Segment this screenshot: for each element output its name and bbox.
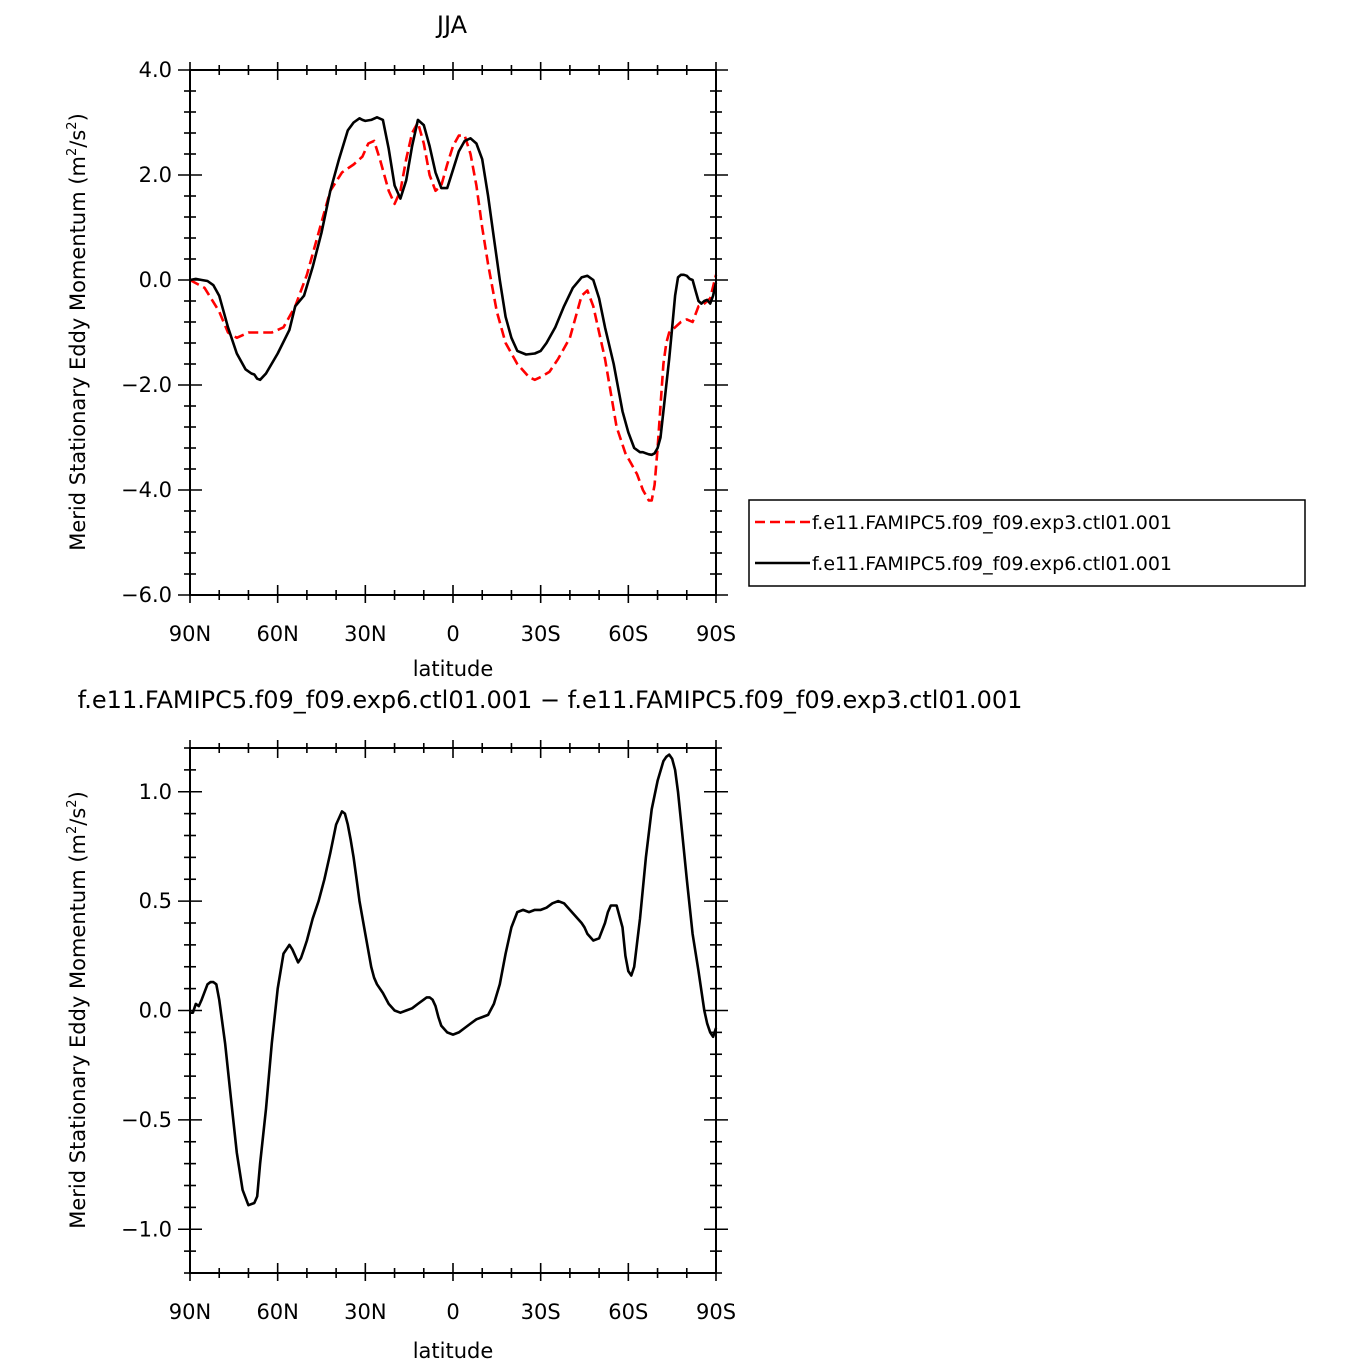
bottom-ytick-label: 1.0: [139, 780, 172, 804]
top-series-line-0: [189, 121, 718, 502]
top-ytick-label: −4.0: [121, 478, 172, 502]
top-xtick-label: 0: [446, 622, 459, 646]
top-chart-frame: [189, 69, 717, 596]
top-ytick-label: 4.0: [139, 58, 172, 82]
bottom-xtick-label: 90S: [696, 1300, 736, 1324]
top-chart-xlabel: latitude: [413, 657, 494, 681]
top-ytick-label: −6.0: [121, 583, 172, 607]
bottom-chart-frame: [189, 747, 717, 1274]
bottom-xtick-label: 60S: [608, 1300, 648, 1324]
top-chart-panel: JJA 90N 60N 30N 0 30S 60S 90S −6.0 −4.0 −2.0 0.0 2.…: [65, 11, 1306, 681]
bottom-ytick-label: −1.0: [121, 1217, 172, 1241]
bottom-chart-ylabel: Merid Stationary Eddy Momentum (m2/s2): [65, 791, 90, 1229]
top-chart-title: JJA: [435, 11, 468, 39]
bottom-series-line-0: [190, 753, 718, 1207]
top-xtick-label: 90S: [696, 622, 736, 646]
bottom-chart-panel: f.e11.FAMIPC5.f09_f09.exp6.ctl01.001 − f…: [65, 686, 1022, 1363]
top-xtick-label: 30N: [344, 622, 386, 646]
legend-box: [748, 499, 1306, 587]
top-xtick-label: 60N: [256, 622, 298, 646]
top-ytick-label: −2.0: [121, 373, 172, 397]
bottom-xtick-label: 30N: [344, 1300, 386, 1324]
top-series-line-1: [189, 116, 718, 457]
bottom-chart-title: f.e11.FAMIPC5.f09_f09.exp6.ctl01.001 − f…: [78, 686, 1023, 714]
top-xtick-label: 30S: [521, 622, 561, 646]
bottom-chart-xlabel: latitude: [413, 1339, 494, 1363]
bottom-ytick-label: 0.5: [139, 889, 172, 913]
legend-label-exp3: f.e11.FAMIPC5.f09_f09.exp3.ctl01.001: [812, 512, 1172, 534]
bottom-xtick-label: 30S: [521, 1300, 561, 1324]
bottom-ytick-label: 0.0: [139, 999, 172, 1023]
top-xtick-label: 60S: [608, 622, 648, 646]
top-ytick-label: 2.0: [139, 163, 172, 187]
bottom-ytick-label: −0.5: [121, 1108, 172, 1132]
bottom-xtick-label: 60N: [256, 1300, 298, 1324]
top-chart-ylabel: Merid Stationary Eddy Momentum (m2/s2): [65, 113, 90, 551]
top-chart-legend: f.e11.FAMIPC5.f09_f09.exp3.ctl01.001 f.e…: [748, 499, 1306, 587]
bottom-chart-series: [190, 753, 718, 1207]
bottom-xtick-label: 90N: [169, 1300, 211, 1324]
bottom-chart-ticks: 90N 60N 30N 0 30S 60S 90S −1.0 −0.5 0.0 0.5 1.0: [121, 740, 736, 1324]
legend-label-exp6: f.e11.FAMIPC5.f09_f09.exp6.ctl01.001: [812, 553, 1172, 575]
top-chart-series: [189, 116, 718, 502]
top-ytick-label: 0.0: [139, 268, 172, 292]
bottom-xtick-label: 0: [446, 1300, 459, 1324]
top-xtick-label: 90N: [169, 622, 211, 646]
